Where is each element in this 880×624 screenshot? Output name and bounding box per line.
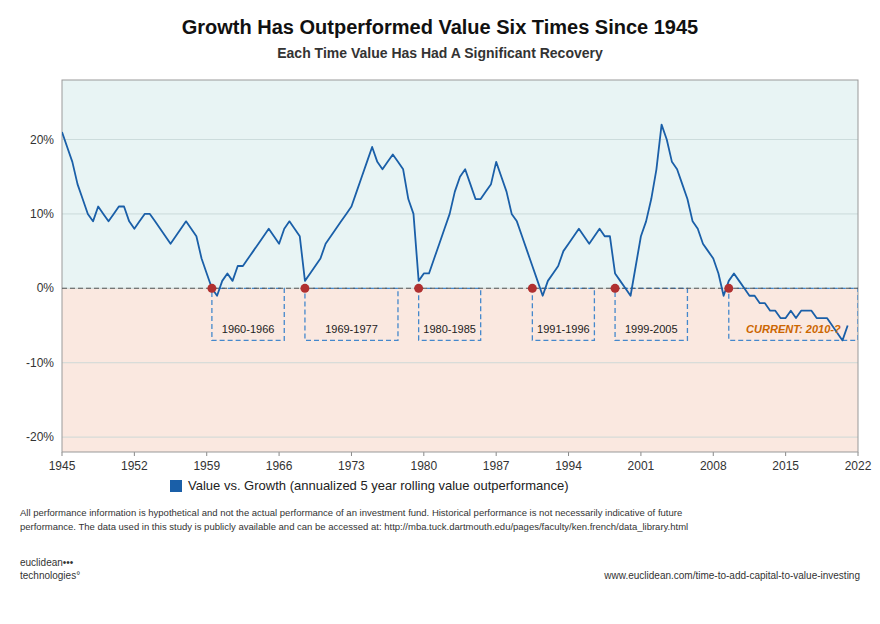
x-tick: [423, 452, 424, 456]
x-tick: [351, 452, 352, 456]
plot-area: [62, 125, 858, 341]
x-tick: [858, 452, 859, 456]
x-tick: [496, 452, 497, 456]
period-label: 1969-1977: [325, 323, 378, 335]
zero-line: [62, 288, 858, 289]
period-label: 1999-2005: [625, 323, 678, 335]
title: Growth Has Outperformed Value Six Times …: [182, 16, 698, 38]
x-tick: [206, 452, 207, 456]
x-tick: [640, 452, 641, 456]
legend-label: Value vs. Growth (annualized 5 year roll…: [188, 478, 569, 493]
x-tick-label: 1987: [483, 459, 510, 473]
x-tick-label: 1959: [193, 459, 220, 473]
x-tick-label: 2022: [845, 459, 872, 473]
footnote: performance. The data used in this study…: [20, 521, 688, 532]
grid-line: [62, 437, 858, 438]
period-label: CURRENT: 2010-?: [746, 323, 841, 335]
period-start-marker: [611, 284, 620, 293]
y-tick-label: -10%: [26, 356, 54, 370]
subtitle: Each Time Value Has Had A Significant Re…: [277, 45, 603, 61]
x-tick-label: 2008: [700, 459, 727, 473]
x-tick: [62, 452, 63, 456]
y-tick-label: 0%: [37, 281, 55, 295]
region-above: [62, 80, 858, 288]
watermark-line: technologies°: [20, 570, 80, 581]
x-tick: [279, 452, 280, 456]
grid-line: [62, 362, 858, 363]
x-tick-label: 1945: [49, 459, 76, 473]
x-tick-label: 2001: [628, 459, 655, 473]
legend-swatch: [170, 480, 182, 492]
watermark-line: euclidean•••: [20, 557, 74, 568]
x-tick: [568, 452, 569, 456]
period-start-marker: [300, 284, 309, 293]
period-label: 1960-1966: [222, 323, 275, 335]
period-label: 1980-1985: [423, 323, 476, 335]
period-box: [532, 288, 594, 340]
x-tick-label: 2015: [772, 459, 799, 473]
period-start-marker: [414, 284, 423, 293]
y-tick-label: 20%: [30, 133, 54, 147]
watermark-right: www.euclidean.com/time-to-add-capital-to…: [603, 570, 860, 581]
x-tick-label: 1994: [555, 459, 582, 473]
grid-line: [62, 213, 858, 214]
x-tick-label: 1966: [266, 459, 293, 473]
period-box: [305, 288, 398, 340]
region-below: [62, 288, 858, 452]
x-tick-label: 1973: [338, 459, 365, 473]
background: [62, 80, 858, 452]
plot-frame: [62, 80, 858, 452]
period-start-marker: [528, 284, 537, 293]
watermark-left: euclidean••• technologies°: [20, 557, 80, 581]
x-tick-label: 1952: [121, 459, 148, 473]
series-line: [62, 125, 848, 341]
period-box: [615, 288, 687, 340]
x-tick-label: 1980: [410, 459, 437, 473]
footnote: All performance information is hypotheti…: [20, 507, 682, 518]
grid-line: [62, 139, 858, 140]
chart: Growth Has Outperformed Value Six Times …: [0, 0, 880, 624]
period-box: [419, 288, 481, 340]
y-tick-label: -20%: [26, 430, 54, 444]
y-tick-label: 10%: [30, 207, 54, 221]
period-start-marker: [207, 284, 216, 293]
period-box: [212, 288, 284, 340]
x-tick: [713, 452, 714, 456]
x-tick: [134, 452, 135, 456]
period-label: 1991-1996: [537, 323, 590, 335]
period-start-marker: [724, 284, 733, 293]
x-tick: [785, 452, 786, 456]
